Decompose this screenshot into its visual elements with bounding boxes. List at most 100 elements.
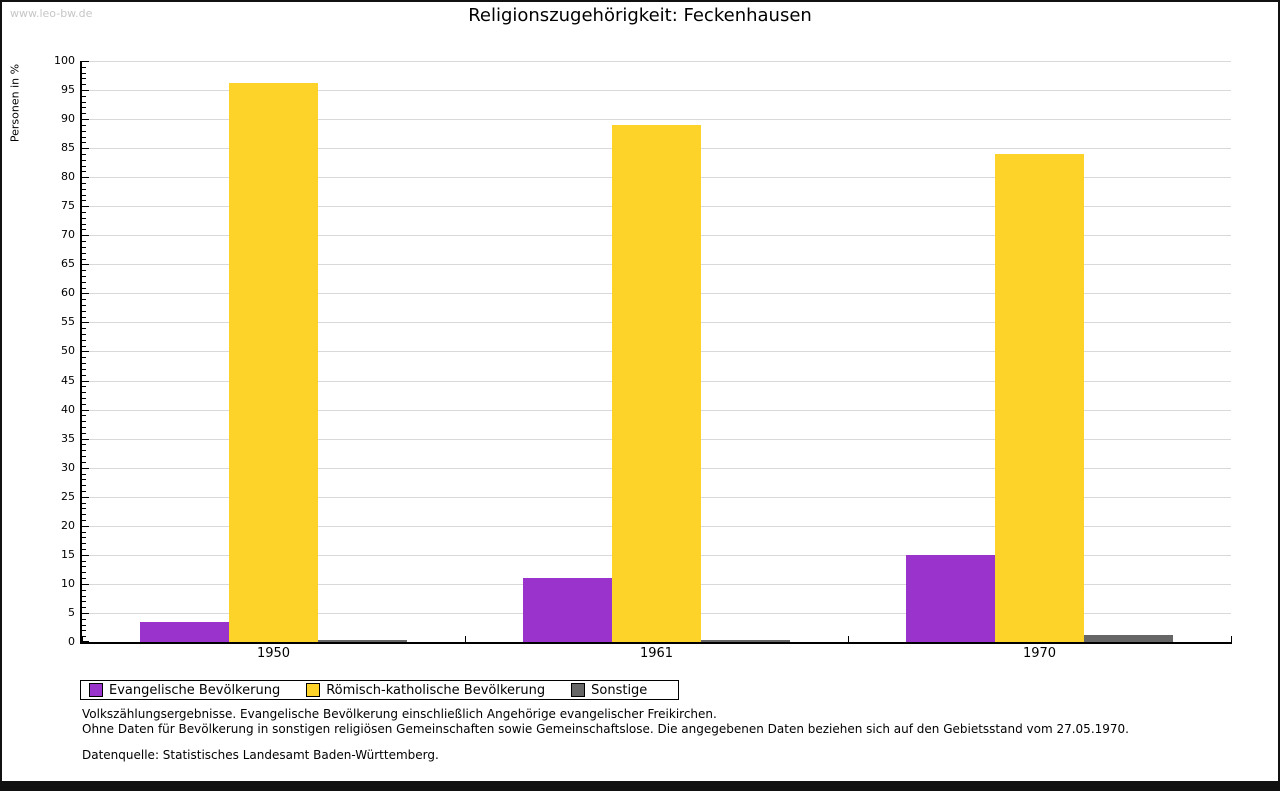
y-minor-tick-88	[82, 131, 86, 132]
x-boundary-tick-3	[1231, 636, 1232, 642]
footnote-line-2: Ohne Daten für Bevölkerung in sonstigen …	[82, 722, 1129, 736]
legend-item-evangelisch: Evangelische Bevölkerung	[89, 683, 280, 698]
y-minor-tick-4	[82, 619, 86, 620]
y-minor-tick-3	[82, 625, 86, 626]
y-minor-tick-83	[82, 160, 86, 161]
y-minor-tick-92	[82, 107, 86, 108]
legend: Evangelische Bevölkerung Römisch-katholi…	[80, 680, 679, 700]
x-label-1970: 1970	[1022, 646, 1057, 661]
y-major-tick-45	[82, 381, 89, 382]
bar-katholisch-1950	[229, 83, 318, 642]
y-tick-label-25: 25	[61, 490, 75, 503]
y-minor-tick-58	[82, 305, 86, 306]
plot-area: 0 5 10 15 20 25 30 35 40 45 50 55 60 65 70 75 80 85 90 95 10…	[54, 55, 1232, 648]
y-tick-label-5: 5	[68, 606, 75, 619]
x-boundary-tick-1	[465, 636, 466, 642]
y-minor-tick-8	[82, 596, 86, 597]
y-minor-tick-39	[82, 415, 86, 416]
y-minor-tick-33	[82, 450, 86, 451]
y-minor-tick-61	[82, 288, 86, 289]
y-major-tick-100	[82, 61, 89, 62]
y-minor-tick-53	[82, 334, 86, 335]
y-minor-tick-71	[82, 229, 86, 230]
y-minor-tick-73	[82, 218, 86, 219]
y-minor-tick-72	[82, 224, 86, 225]
y-tick-label-80: 80	[61, 170, 75, 183]
y-tick-label-65: 65	[61, 257, 75, 270]
y-minor-tick-2	[82, 630, 86, 631]
y-minor-tick-23	[82, 508, 86, 509]
y-major-tick-25	[82, 497, 89, 498]
y-minor-tick-14	[82, 561, 86, 562]
bar-evangelisch-1961	[523, 578, 612, 642]
footnote-line-1: Volkszählungsergebnisse. Evangelische Be…	[82, 707, 717, 721]
y-minor-tick-77	[82, 195, 86, 196]
y-tick-label-90: 90	[61, 112, 75, 125]
legend-label-evangelisch: Evangelische Bevölkerung	[109, 682, 281, 698]
y-minor-tick-46	[82, 375, 86, 376]
y-major-tick-85	[82, 148, 89, 149]
y-minor-tick-62	[82, 282, 86, 283]
y-major-tick-95	[82, 90, 89, 91]
y-minor-tick-7	[82, 601, 86, 602]
y-minor-tick-51	[82, 346, 86, 347]
y-minor-tick-44	[82, 386, 86, 387]
y-minor-tick-99	[82, 67, 86, 68]
y-minor-tick-38	[82, 421, 86, 422]
y-minor-tick-81	[82, 171, 86, 172]
y-major-tick-60	[82, 293, 89, 294]
y-minor-tick-93	[82, 102, 86, 103]
y-minor-tick-34	[82, 444, 86, 445]
y-minor-tick-68	[82, 247, 86, 248]
y-minor-tick-76	[82, 200, 86, 201]
y-minor-tick-67	[82, 253, 86, 254]
y-minor-tick-31	[82, 462, 86, 463]
y-tick-label-15: 15	[61, 548, 75, 561]
y-minor-tick-32	[82, 456, 86, 457]
y-tick-label-60: 60	[61, 286, 75, 299]
y-minor-tick-63	[82, 276, 86, 277]
x-label-1950: 1950	[256, 646, 291, 661]
y-minor-tick-22	[82, 514, 86, 515]
y-tick-label-35: 35	[61, 432, 75, 445]
y-major-tick-15	[82, 555, 89, 556]
y-tick-label-30: 30	[61, 461, 75, 474]
y-tick-label-100: 100	[54, 54, 75, 67]
legend-swatch-katholisch	[306, 683, 321, 697]
y-minor-tick-52	[82, 340, 86, 341]
y-minor-tick-96	[82, 84, 86, 85]
y-minor-tick-36	[82, 433, 86, 434]
y-minor-tick-11	[82, 578, 86, 579]
y-minor-tick-41	[82, 404, 86, 405]
y-major-tick-10	[82, 584, 89, 585]
y-minor-tick-19	[82, 532, 86, 533]
y-minor-tick-26	[82, 491, 86, 492]
bar-sonstige-1950	[318, 640, 407, 642]
bar-katholisch-1961	[612, 125, 701, 642]
y-major-tick-5	[82, 613, 89, 614]
y-tick-label-45: 45	[61, 374, 75, 387]
y-minor-tick-49	[82, 357, 86, 358]
y-minor-tick-84	[82, 154, 86, 155]
source-note: Datenquelle: Statistisches Landesamt Bad…	[82, 748, 439, 762]
y-minor-tick-42	[82, 398, 86, 399]
y-tick-label-55: 55	[61, 315, 75, 328]
y-minor-tick-54	[82, 328, 86, 329]
y-minor-tick-59	[82, 299, 86, 300]
y-minor-tick-66	[82, 259, 86, 260]
y-tick-label-85: 85	[61, 141, 75, 154]
y-minor-tick-69	[82, 241, 86, 242]
bar-evangelisch-1970	[906, 555, 995, 642]
y-tick-label-95: 95	[61, 83, 75, 96]
y-axis-label: Personen in %	[8, 63, 22, 143]
y-major-tick-0	[82, 641, 89, 642]
gridline-95	[82, 90, 1231, 91]
y-axis-line	[80, 61, 82, 644]
legend-swatch-sonstige	[571, 683, 586, 697]
x-label-1961: 1961	[639, 646, 674, 661]
y-minor-tick-48	[82, 363, 86, 364]
x-axis-line	[80, 642, 1232, 644]
legend-item-katholisch: Römisch-katholische Bevölkerung	[306, 683, 545, 698]
legend-label-sonstige: Sonstige	[591, 682, 648, 698]
y-tick-label-50: 50	[61, 344, 75, 357]
